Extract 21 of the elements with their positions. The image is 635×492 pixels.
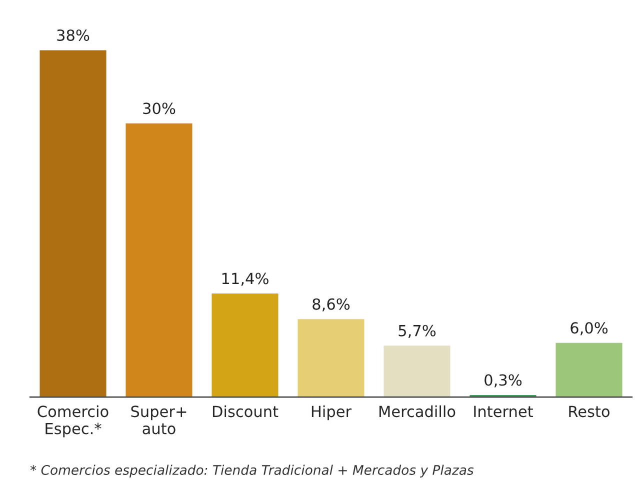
x-tick-label: Hiper — [312, 405, 352, 420]
data-label: 38% — [57, 29, 90, 41]
data-label: 8,6% — [312, 298, 350, 312]
data-label: 5,7% — [398, 324, 436, 338]
text: * Comercios especializado: Tienda Tradicional + Mercados y Plazas — [30, 464, 474, 478]
bar — [124, 122, 194, 398]
x-tick-label: Internet — [474, 406, 533, 418]
x-tick-label: Mercadillo — [379, 405, 456, 418]
data-label: 30% — [143, 102, 176, 114]
data-label: 11,4% — [222, 272, 268, 286]
data-label: 6,0% — [570, 322, 608, 336]
bar — [38, 48, 108, 398]
x-tick-label: Comercio Espec.* — [38, 405, 108, 438]
bar — [382, 344, 452, 398]
data-label: 0,3% — [484, 374, 522, 388]
x-tick-label: Discount — [212, 405, 278, 418]
bar — [210, 292, 280, 398]
x-tick-label: Resto — [569, 406, 610, 418]
bar — [554, 341, 624, 398]
bar — [296, 318, 366, 398]
x-tick-label: Super+ auto — [131, 406, 186, 434]
